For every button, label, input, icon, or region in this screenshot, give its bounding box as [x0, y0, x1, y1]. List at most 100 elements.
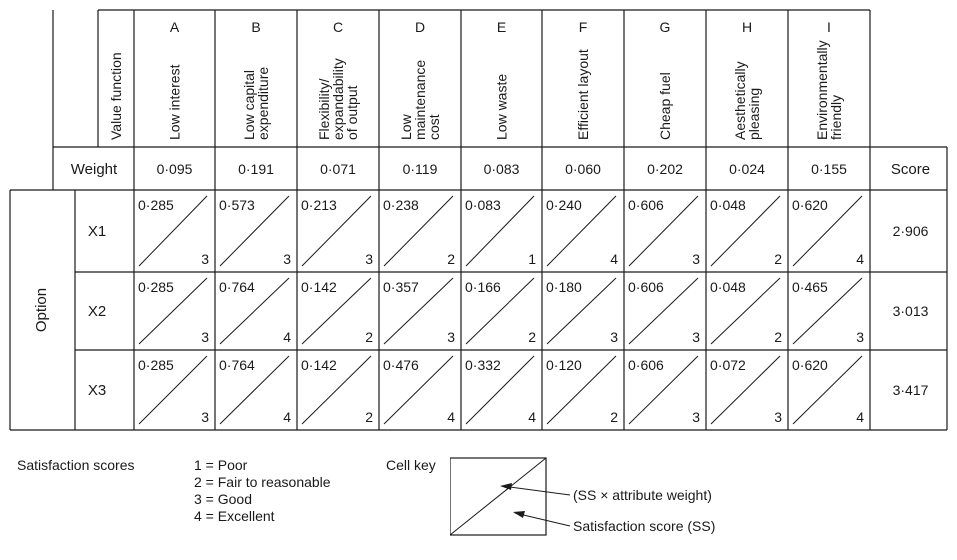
cell-diagonal — [792, 277, 863, 345]
attribute-letter: F — [579, 19, 588, 35]
weighted-score: 0·048 — [710, 197, 746, 213]
cell-diagonal — [628, 355, 699, 425]
cell-diagonal — [792, 355, 863, 425]
grid-lines — [9, 9, 948, 431]
attribute-name: of output — [344, 85, 360, 140]
weighted-score: 0·357 — [383, 279, 419, 295]
weighted-score: 0·465 — [792, 279, 828, 295]
cell-diagonal — [710, 195, 781, 267]
satisfaction-score: 3 — [610, 329, 618, 345]
satisfaction-score: 2 — [774, 251, 782, 267]
option-score: 2·906 — [893, 223, 929, 239]
cell-key-box — [450, 457, 547, 536]
satisfaction-score: 2 — [610, 409, 618, 425]
attribute-letter: I — [827, 19, 831, 35]
weighted-score: 0·048 — [710, 279, 746, 295]
satisfaction-score: 3 — [283, 251, 291, 267]
satisfaction-score: 4 — [856, 251, 864, 267]
satisfaction-score: 3 — [447, 329, 455, 345]
option-name: X1 — [88, 223, 106, 240]
legend-item: 2 = Fair to reasonable — [194, 474, 331, 490]
cell-diagonal — [465, 355, 535, 425]
attribute-name: Efficient layout — [575, 49, 591, 140]
cell-key-diagram: (SS × attribute weight) Satisfaction sco… — [450, 457, 715, 536]
cell-diagonal — [138, 195, 208, 267]
weight-label: Weight — [71, 161, 118, 178]
cell-diagonal — [219, 195, 290, 267]
satisfaction-score: 2 — [447, 251, 455, 267]
weight-value: 0·202 — [647, 161, 683, 177]
weighted-score: 0·142 — [301, 357, 337, 373]
weight-value: 0·155 — [811, 161, 847, 177]
cell-diagonal — [301, 277, 372, 345]
attribute-letter: G — [660, 19, 671, 35]
attribute-letter: H — [742, 19, 752, 35]
cell-diagonal — [546, 195, 617, 267]
satisfaction-score: 4 — [610, 251, 618, 267]
weighted-score: 0·238 — [383, 197, 419, 213]
weighted-score: 0·764 — [219, 279, 255, 295]
satisfaction-score: 2 — [528, 329, 536, 345]
weighted-score: 0·620 — [792, 357, 828, 373]
satisfaction-score: 2 — [365, 329, 373, 345]
weight-value: 0·119 — [403, 161, 438, 177]
weighted-score: 0·142 — [301, 279, 337, 295]
attribute-name: Flexibility/ — [316, 78, 332, 140]
weighted-score: 0·285 — [138, 357, 174, 373]
satisfaction-score: 3 — [692, 329, 700, 345]
attribute-letter: A — [170, 19, 180, 35]
satisfaction-score: 4 — [528, 409, 536, 425]
attribute-name: Low waste — [494, 74, 510, 140]
table-text: Value function A Low interest 0·095 B Low cap… — [33, 19, 930, 425]
weighted-score: 0·285 — [138, 279, 174, 295]
legend-item: 1 = Poor — [194, 457, 248, 473]
cell-diagonal — [138, 355, 208, 425]
attribute-name: Environmentally — [814, 40, 830, 140]
weighted-score: 0·166 — [465, 279, 501, 295]
satisfaction-score: 4 — [283, 329, 291, 345]
option-score: 3·417 — [893, 382, 929, 398]
weighted-score: 0·764 — [219, 357, 255, 373]
value-matrix: Value function A Low interest 0·095 B Low cap… — [9, 9, 948, 431]
satisfaction-score: 4 — [447, 409, 455, 425]
satisfaction-score: 3 — [856, 329, 864, 345]
attribute-name: Low capital — [241, 70, 257, 140]
option-label: Option — [33, 288, 50, 332]
weight-value: 0·095 — [157, 161, 193, 177]
weighted-score: 0·285 — [138, 197, 174, 213]
cell-diagonal — [546, 277, 617, 345]
cell-diagonal — [219, 277, 290, 345]
attribute-letter: B — [251, 19, 260, 35]
attribute-name: friendly — [828, 95, 844, 140]
weighted-score: 0·476 — [383, 357, 419, 373]
cell-diagonal — [383, 355, 454, 425]
weighted-score: 0·072 — [710, 357, 746, 373]
option-score: 3·013 — [893, 303, 929, 319]
cell-diagonal — [710, 355, 781, 425]
option-name: X3 — [88, 382, 106, 399]
attribute-name: Low — [398, 113, 414, 140]
attribute-name: maintenance — [412, 60, 428, 140]
cell-key-label: Cell key — [386, 457, 436, 473]
cell-diagonal — [710, 277, 781, 345]
cell-diagonal — [138, 277, 208, 345]
cell-diagonal — [465, 195, 535, 267]
weighted-score: 0·606 — [628, 197, 664, 213]
satisfaction-score: 4 — [283, 409, 291, 425]
weighted-score: 0·180 — [546, 279, 582, 295]
weighted-score: 0·083 — [465, 197, 501, 213]
satisfaction-score: 3 — [201, 251, 209, 267]
cell-key-arrow-top — [501, 485, 571, 496]
weighted-score: 0·573 — [219, 197, 255, 213]
satisfaction-scores-list: 1 = Poor 2 = Fair to reasonable 3 = Good… — [194, 457, 331, 525]
weighted-score: 0·606 — [628, 279, 664, 295]
weight-value: 0·060 — [565, 161, 601, 177]
attribute-name: pleasing — [746, 88, 762, 140]
cell-diagonal — [219, 355, 290, 425]
satisfaction-score: 3 — [201, 409, 209, 425]
option-name: X2 — [88, 303, 106, 320]
attribute-name: cost — [426, 114, 442, 140]
cell-diagonal — [628, 277, 699, 345]
weighted-score: 0·213 — [301, 197, 337, 213]
weight-value: 0·191 — [238, 161, 274, 177]
